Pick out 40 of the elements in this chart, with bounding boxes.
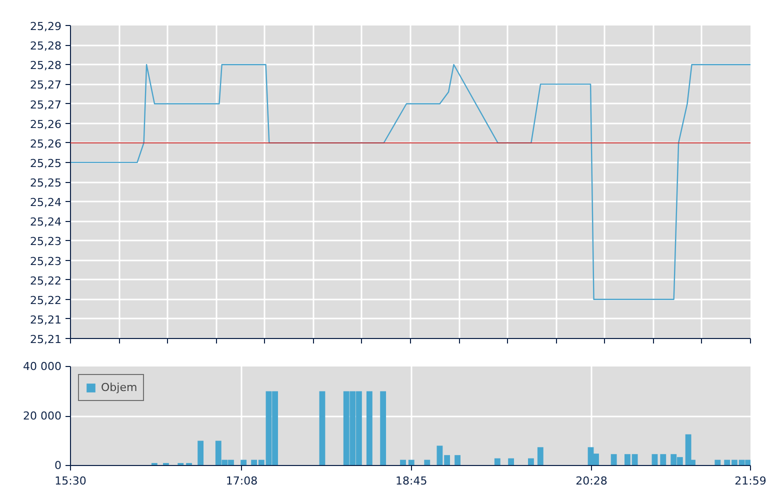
y-tick-label: 25,25: [30, 156, 62, 170]
y-tick-label: 25,26: [30, 118, 62, 131]
y-tick-label: 25,23: [30, 235, 62, 248]
bar: [528, 458, 534, 466]
bar: [494, 458, 500, 466]
bar: [685, 434, 692, 466]
bar: [652, 454, 658, 466]
y-tick-label: 25,22: [30, 294, 62, 307]
x-tick-label: 20:28: [576, 474, 608, 488]
y-tick-label: 25,22: [30, 274, 62, 288]
y-tick-label: 20 000: [23, 410, 62, 422]
y-tick-label: 25,21: [30, 313, 62, 326]
bar: [198, 440, 204, 466]
bar: [537, 447, 544, 466]
bar: [508, 458, 514, 466]
y-tick-label: 25,26: [30, 137, 62, 150]
y-tick-label: 25,29: [30, 20, 62, 33]
y-tick-label: 25,28: [30, 40, 62, 53]
legend-label: Objem: [101, 381, 138, 394]
y-tick-label: 0: [54, 459, 62, 472]
y-tick-label: 25,28: [30, 59, 62, 72]
bar: [380, 391, 386, 466]
bar: [610, 454, 617, 466]
y-tick-label: 25,21: [30, 333, 62, 346]
x-tick-label: 17:08: [226, 474, 258, 488]
y-tick-label: 25,27: [30, 78, 62, 92]
x-tick-label: 21:59: [734, 474, 766, 488]
y-tick-label: 40 000: [23, 360, 62, 373]
bar: [454, 455, 460, 466]
bar: [319, 391, 326, 466]
y-tick-label: 25,24: [30, 196, 62, 210]
bar: [660, 454, 666, 466]
x-tick-label: 18:45: [396, 474, 428, 488]
y-tick-label: 25,27: [30, 98, 62, 112]
y-tick-label: 25,25: [30, 176, 62, 190]
y-tick-label: 25,24: [30, 216, 62, 229]
bar: [366, 391, 372, 466]
x-tick-label: 15:30: [54, 474, 86, 488]
line-series: [70, 64, 750, 300]
y-tick-label: 25,23: [30, 254, 62, 268]
